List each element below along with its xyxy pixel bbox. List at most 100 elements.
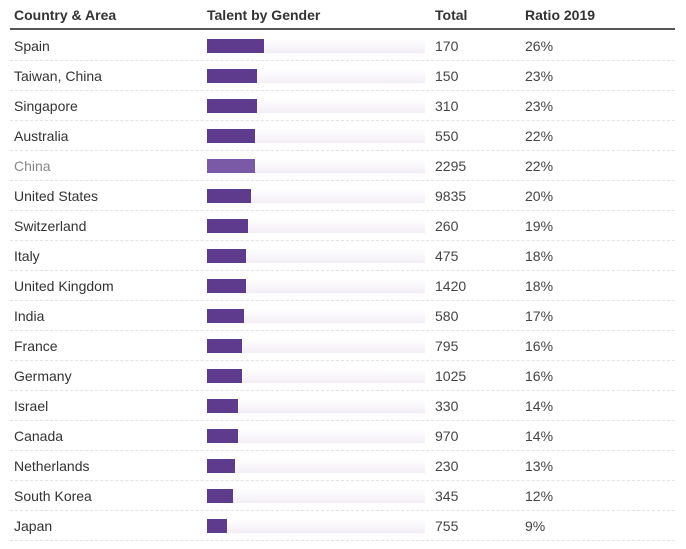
- total-value: 345: [435, 488, 459, 504]
- table-row: China 2295 22%: [10, 151, 675, 181]
- country-label: Germany: [14, 368, 72, 384]
- gender-bar-track: [207, 459, 425, 473]
- country-label: Israel: [14, 398, 49, 414]
- country-label: Italy: [14, 248, 40, 264]
- total-value: 330: [435, 398, 459, 414]
- gender-bar: [207, 339, 242, 353]
- total-value: 970: [435, 428, 459, 444]
- country-label: United States: [14, 188, 99, 204]
- total-value: 150: [435, 68, 459, 84]
- gender-bar-track: [207, 429, 425, 443]
- ratio-value: 9%: [525, 518, 546, 534]
- gender-bar: [207, 69, 257, 83]
- table-row: France 795 16%: [10, 331, 675, 361]
- country-label: Spain: [14, 38, 50, 54]
- gender-bar: [207, 429, 238, 443]
- total-value: 795: [435, 338, 459, 354]
- gender-bar: [207, 459, 235, 473]
- ratio-value: 16%: [525, 338, 554, 354]
- total-value: 475: [435, 248, 459, 264]
- country-label: India: [14, 308, 45, 324]
- gender-bar-track: [207, 489, 425, 503]
- gender-bar: [207, 189, 251, 203]
- gender-bar-track: [207, 159, 425, 173]
- table-row: Israel 330 14%: [10, 391, 675, 421]
- gender-bar-track: [207, 99, 425, 113]
- gender-bar-track: [207, 399, 425, 413]
- gender-bar: [207, 309, 244, 323]
- gender-bar-track: [207, 309, 425, 323]
- gender-bar-track: [207, 189, 425, 203]
- ratio-value: 12%: [525, 488, 554, 504]
- gender-bar-track: [207, 39, 425, 53]
- country-label: Switzerland: [14, 218, 87, 234]
- header-total[interactable]: Total: [435, 7, 468, 23]
- table-row: Taiwan, China 150 23%: [10, 61, 675, 91]
- gender-bar: [207, 249, 246, 263]
- gender-bar-track: [207, 249, 425, 263]
- header-ratio[interactable]: Ratio 2019: [525, 7, 596, 23]
- ratio-value: 18%: [525, 248, 554, 264]
- total-value: 755: [435, 518, 459, 534]
- total-value: 9835: [435, 188, 467, 204]
- gender-bar: [207, 129, 255, 143]
- gender-bar: [207, 519, 227, 533]
- total-value: 1025: [435, 368, 467, 384]
- ratio-value: 13%: [525, 458, 554, 474]
- total-value: 170: [435, 38, 459, 54]
- country-label: Netherlands: [14, 458, 90, 474]
- total-value: 230: [435, 458, 459, 474]
- table-row: Switzerland 260 19%: [10, 211, 675, 241]
- ratio-value: 23%: [525, 98, 554, 114]
- gender-bar: [207, 99, 257, 113]
- ratio-value: 26%: [525, 38, 554, 54]
- country-label: Japan: [14, 518, 53, 534]
- table-row: Netherlands 230 13%: [10, 451, 675, 481]
- ratio-value: 23%: [525, 68, 554, 84]
- gender-bar-track: [207, 519, 425, 533]
- country-label: China: [14, 158, 51, 174]
- gender-bar-track: [207, 279, 425, 293]
- ratio-value: 18%: [525, 278, 554, 294]
- ratio-value: 14%: [525, 398, 554, 414]
- ratio-value: 22%: [525, 128, 554, 144]
- table-row: Germany 1025 16%: [10, 361, 675, 391]
- header-gender[interactable]: Talent by Gender: [207, 7, 321, 23]
- ratio-value: 19%: [525, 218, 554, 234]
- ratio-value: 14%: [525, 428, 554, 444]
- table-row: United States 9835 20%: [10, 181, 675, 211]
- table-row: Singapore 310 23%: [10, 91, 675, 121]
- total-value: 260: [435, 218, 459, 234]
- country-label: United Kingdom: [14, 278, 114, 294]
- country-label: South Korea: [14, 488, 92, 504]
- gender-bar: [207, 219, 248, 233]
- gender-bar-track: [207, 219, 425, 233]
- table-row: India 580 17%: [10, 301, 675, 331]
- table-row: South Korea 345 12%: [10, 481, 675, 511]
- total-value: 2295: [435, 158, 467, 174]
- table-row: Italy 475 18%: [10, 241, 675, 271]
- gender-bar: [207, 399, 238, 413]
- gender-bar: [207, 489, 233, 503]
- table-header: Country & Area Talent by Gender Total Ra…: [10, 0, 675, 30]
- header-country[interactable]: Country & Area: [14, 7, 117, 23]
- total-value: 310: [435, 98, 459, 114]
- table-row: Spain 170 26%: [10, 31, 675, 61]
- table-row: Australia 550 22%: [10, 121, 675, 151]
- gender-bar-track: [207, 369, 425, 383]
- ratio-value: 16%: [525, 368, 554, 384]
- table-row: United Kingdom 1420 18%: [10, 271, 675, 301]
- gender-bar-track: [207, 129, 425, 143]
- ratio-value: 20%: [525, 188, 554, 204]
- total-value: 580: [435, 308, 459, 324]
- country-label: Taiwan, China: [14, 68, 102, 84]
- total-value: 1420: [435, 278, 467, 294]
- gender-bar-track: [207, 339, 425, 353]
- country-label: Canada: [14, 428, 64, 444]
- gender-bar: [207, 369, 242, 383]
- country-label: Singapore: [14, 98, 78, 114]
- total-value: 550: [435, 128, 459, 144]
- gender-bar: [207, 279, 246, 293]
- ratio-value: 22%: [525, 158, 554, 174]
